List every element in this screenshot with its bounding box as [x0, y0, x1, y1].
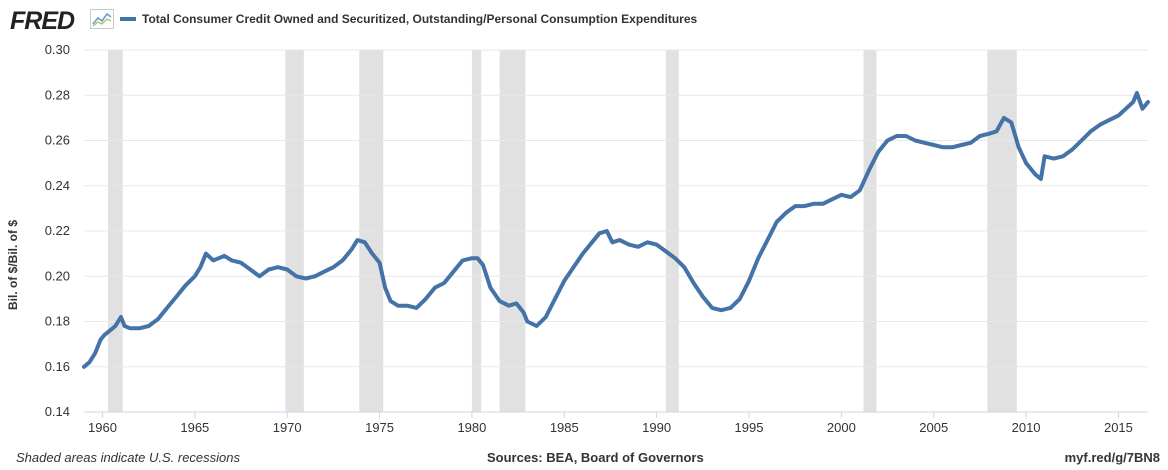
- y-tick-label: 0.14: [45, 404, 70, 419]
- sources-text: Sources: BEA, Board of Governors: [487, 450, 704, 465]
- y-tick-label: 0.28: [45, 87, 70, 102]
- x-tick-label: 2000: [827, 420, 856, 435]
- legend-swatch: [120, 17, 136, 21]
- x-tick-labels: 1960 1965 1970 1975 1980 1985 1990 1995 2000 2005…: [84, 411, 1148, 435]
- x-tick-label: 1990: [642, 420, 671, 435]
- series-layer: [82, 91, 1150, 369]
- y-tick-label: 0.22: [45, 223, 70, 238]
- chart-legend: Total Consumer Credit Owned and Securiti…: [120, 12, 697, 26]
- y-tick-label: 0.26: [45, 133, 70, 148]
- x-tick-label: 1985: [550, 420, 579, 435]
- legend-label: Total Consumer Credit Owned and Securiti…: [142, 12, 698, 26]
- y-tick-label: 0.18: [45, 314, 70, 329]
- y-tick-labels: 0.14 0.16 0.18 0.20 0.22 0.24 0.26 0.28 0.30: [45, 42, 70, 419]
- x-tick-label: 1975: [365, 420, 394, 435]
- x-tick-label: 1995: [735, 420, 764, 435]
- x-tick-label: 1980: [457, 420, 486, 435]
- short-link[interactable]: myf.red/g/7BN8: [1064, 450, 1160, 465]
- x-tick-label: 2015: [1104, 420, 1133, 435]
- x-tick-label: 1960: [88, 420, 117, 435]
- x-tick-label: 1970: [273, 420, 302, 435]
- series-line: [82, 91, 1150, 369]
- y-tick-label: 0.16: [45, 359, 70, 374]
- x-tick-label: 2010: [1012, 420, 1041, 435]
- y-tick-label: 0.30: [45, 42, 70, 57]
- x-tick-label: 1965: [180, 420, 209, 435]
- fred-logo[interactable]: FRED: [10, 7, 75, 35]
- line-graph-icon: [90, 9, 114, 29]
- y-tick-label: 0.24: [45, 178, 70, 193]
- y-tick-label: 0.20: [45, 268, 70, 283]
- recession-note: Shaded areas indicate U.S. recessions: [16, 450, 241, 465]
- x-tick-label: 2005: [919, 420, 948, 435]
